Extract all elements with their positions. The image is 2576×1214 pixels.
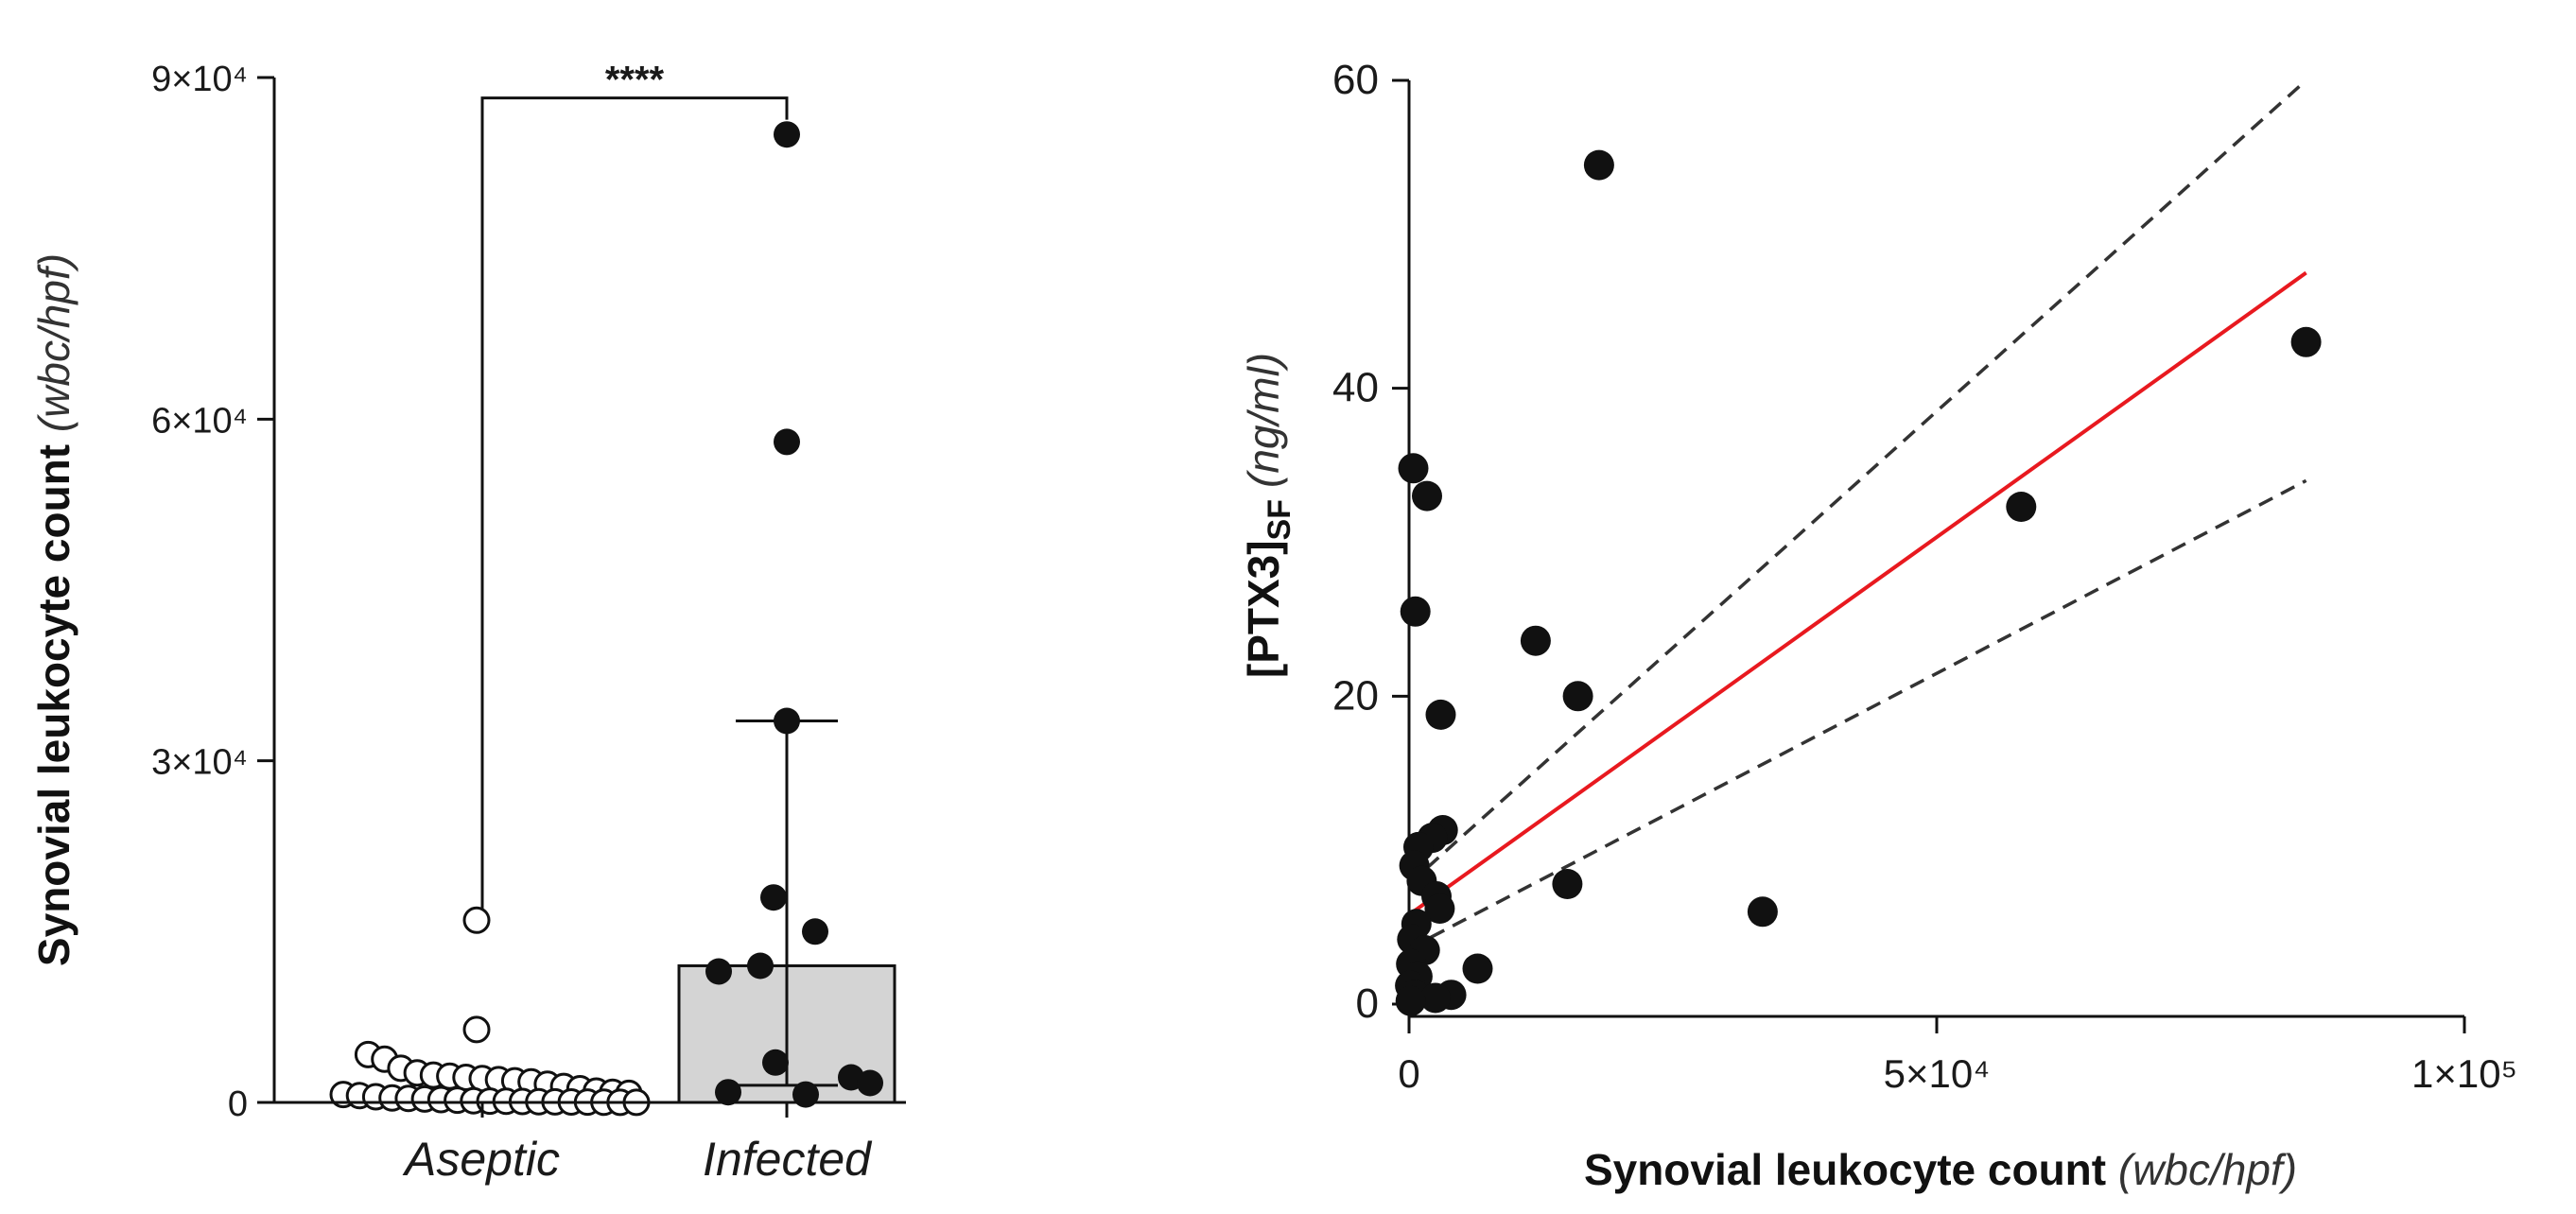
right-y-axis-title-unit: (ng/ml): [1239, 353, 1288, 488]
infected-point: [762, 1049, 789, 1076]
right-x-axis-title-unit: (wbc/hpf): [2118, 1145, 2297, 1194]
right-y-axis-title-main: [PTX3]: [1239, 540, 1288, 678]
ci-lower-line: [1408, 478, 2307, 950]
scatter-point: [1425, 699, 1456, 730]
scatter-point: [1412, 480, 1442, 512]
scatter-point: [1562, 681, 1593, 712]
left-y-tick-label: 3×10⁴: [151, 743, 248, 783]
scatter-point: [1419, 982, 1451, 1014]
infected-point: [760, 884, 787, 911]
right-y-tick-label: 60: [1332, 57, 1379, 103]
infected-point: [802, 918, 828, 945]
right-x-tick-label: 5×10⁴: [1884, 1051, 1991, 1096]
significance-bracket: [480, 96, 789, 910]
left-x-tick-label: Infected: [703, 1133, 873, 1186]
right-panel-scatter-chart: 0 20 40 60 0 5×10⁴ 1×10⁵ Synovial leukocyte c…: [1239, 57, 2517, 1194]
scatter-point: [1583, 149, 1614, 181]
aseptic-point: [462, 906, 491, 934]
infected-point: [857, 1069, 883, 1097]
left-x-tick-label: Aseptic: [402, 1133, 560, 1186]
scatter-point: [1552, 869, 1583, 899]
regression-fit-line: [1407, 270, 2307, 917]
left-y-tick-label: 0: [228, 1084, 248, 1124]
scatter-point: [1424, 893, 1455, 924]
scatter-point: [2290, 326, 2322, 357]
right-y-tick-label: 40: [1332, 365, 1379, 411]
right-x-axis-title-main: Synovial leukocyte count: [1584, 1145, 2106, 1194]
scatter-point: [1395, 985, 1426, 1016]
significance-label: ****: [605, 60, 665, 101]
scatter-point: [1462, 953, 1493, 984]
left-y-tick-label: 6×10⁴: [151, 401, 248, 441]
aseptic-point: [462, 1015, 491, 1044]
scatter-point: [1398, 453, 1429, 484]
scatter-point: [1400, 596, 1431, 627]
infected-point: [715, 1079, 741, 1106]
right-y-axis-title-subscript: SF: [1262, 499, 1297, 540]
infected-point: [774, 428, 800, 456]
ci-upper-line: [1407, 78, 2307, 886]
right-y-tick-label: 0: [1356, 980, 1379, 1027]
infected-point: [774, 707, 800, 735]
scatter-point: [1520, 625, 1551, 656]
right-x-tick-label: 0: [1398, 1051, 1419, 1096]
right-x-axis-title: Synovial leukocyte count (wbc/hpf): [1584, 1145, 2297, 1194]
right-y-tick-label: 20: [1332, 672, 1379, 719]
infected-point: [774, 121, 800, 148]
right-x-tick-label: 1×10⁵: [2411, 1051, 2517, 1096]
left-y-axis-title-main: Synovial leukocyte count: [29, 444, 78, 966]
left-y-tick-label: 9×10⁴: [151, 60, 248, 99]
scatter-point: [1747, 896, 1778, 928]
scatter-point: [2006, 492, 2037, 522]
left-y-axis-title-unit: (wbc/hpf): [29, 253, 78, 432]
infected-point: [705, 958, 732, 985]
left-panel-bar-chart: 0 3×10⁴ 6×10⁴ 9×10⁴ Aseptic Infected **** Sy…: [29, 60, 906, 1186]
right-y-axis-title: [PTX3]SF (ng/ml): [1239, 353, 1297, 678]
left-y-axis-title: Synovial leukocyte count (wbc/hpf): [29, 253, 78, 966]
infected-point: [747, 952, 774, 980]
